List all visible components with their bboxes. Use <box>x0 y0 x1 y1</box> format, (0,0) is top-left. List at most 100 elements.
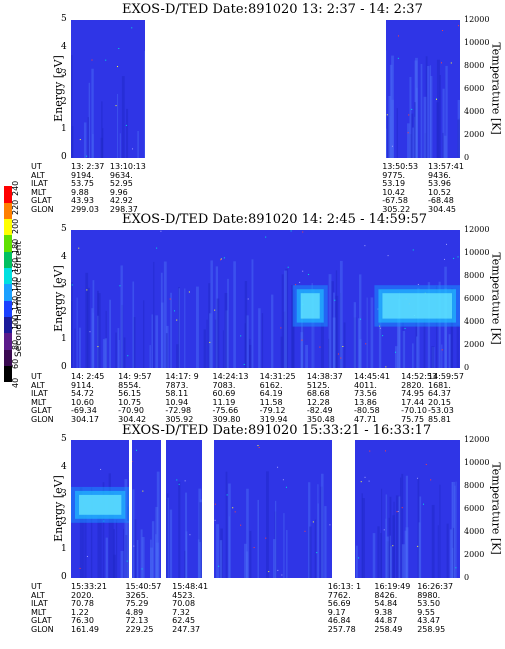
spectrogram-streak <box>380 533 382 578</box>
spectrogram-streak <box>71 126 74 158</box>
spectrogram-streak <box>222 330 224 368</box>
spectrogram-speckle <box>126 560 128 562</box>
spectrogram-streak <box>233 261 236 368</box>
energy-tick-label: 2 <box>61 96 67 107</box>
spectrogram-speckle <box>340 357 342 359</box>
spectrogram-streak <box>97 293 101 368</box>
ephemeris-row-label: ILAT <box>31 389 48 398</box>
ephemeris-cell: 6162. <box>259 380 283 390</box>
spectrogram-streak <box>121 76 125 158</box>
spectrogram-speckle <box>214 309 216 311</box>
ephemeris-cell: 247.37 <box>172 624 201 634</box>
spectrogram-streak <box>381 488 383 578</box>
energy-tick-label: 5 <box>61 434 67 444</box>
spectrogram-streak <box>366 297 368 368</box>
spectrogram-streak <box>165 333 168 368</box>
spectrogram-streak <box>87 117 89 158</box>
spectrogram-streak <box>153 261 155 368</box>
spectrogram-streak <box>444 135 447 158</box>
panel-3-y2label: Temperature [K] <box>489 462 503 555</box>
spectrogram-speckle <box>301 339 303 341</box>
spectrogram-streak <box>246 315 249 368</box>
ephemeris-cell: 13:50:53 <box>382 162 419 171</box>
spectrogram-speckle <box>234 511 236 513</box>
spectrogram-streak <box>156 471 160 578</box>
colorbar-segment <box>4 284 12 301</box>
ephemeris-cell: 44.87 <box>374 616 398 625</box>
spectrogram-streak <box>104 338 108 368</box>
spectrogram-streak <box>291 285 294 368</box>
ephemeris-cell: 9.38 <box>374 607 393 617</box>
ephemeris-cell: 64.37 <box>428 389 451 398</box>
ephemeris-cell: 4523. <box>172 590 196 600</box>
spectrogram-speckle <box>117 66 119 68</box>
spectrogram-streak <box>456 325 460 368</box>
spectrogram-streak <box>451 288 454 368</box>
colorbar-segment <box>4 365 12 383</box>
ephemeris-cell: 12.28 <box>306 397 330 407</box>
spectrogram-speckle <box>359 318 361 320</box>
data-gap <box>144 20 387 158</box>
spectrogram-speckle <box>337 353 339 355</box>
ephemeris-cell: 54.72 <box>71 389 94 398</box>
spectrogram-streak <box>409 76 412 158</box>
spectrogram-streak <box>454 485 456 578</box>
spectrogram-speckle <box>133 545 135 547</box>
spectrogram-speckle <box>176 319 178 321</box>
spectrogram-streak <box>412 343 414 368</box>
colorbar <box>4 186 12 383</box>
spectrogram-streak <box>328 274 332 368</box>
spectrogram-speckle <box>280 327 282 329</box>
colorbar-tick-label: 40 <box>11 377 20 388</box>
ephemeris-cell: 47.71 <box>353 414 377 424</box>
ephemeris-row-label: ALT <box>31 590 45 600</box>
ephemeris-row-label: MLT <box>31 397 47 407</box>
ephemeris-cell: 68.68 <box>306 389 330 398</box>
spectrogram-speckle <box>382 335 384 337</box>
spectrogram-streak <box>305 344 309 368</box>
energy-tick-label: 0 <box>61 572 67 582</box>
panel-3-ylabel: Energy [eV] <box>51 475 65 542</box>
ephemeris-cell: -70.90 <box>118 406 144 415</box>
ephemeris-cell: -79.12 <box>259 406 286 415</box>
ephemeris-row-label: ILAT <box>31 599 48 608</box>
ephemeris-cell: 9775. <box>382 170 406 180</box>
ephemeris-cell: 13.86 <box>353 397 377 407</box>
spectrogram-streak <box>167 497 169 578</box>
spectrogram-speckle <box>329 524 331 526</box>
ephemeris-cell: 10.60 <box>71 397 94 407</box>
spectrogram-speckle <box>423 503 425 505</box>
spectrogram-speckle <box>360 481 362 483</box>
ephemeris-cell: 14: 9:57 <box>118 372 152 381</box>
spectrogram-speckle <box>257 445 259 447</box>
spectrogram-streak <box>105 537 108 578</box>
spectrogram-streak <box>210 260 213 368</box>
panel-3-spectrogram <box>71 440 460 578</box>
spectrogram-streak <box>437 525 439 578</box>
spectrogram-streak <box>280 336 283 368</box>
ephemeris-cell: 46.84 <box>327 616 351 625</box>
colorbar-segment <box>4 316 12 334</box>
spectrogram-speckle <box>86 155 88 157</box>
spectrogram-streak <box>176 344 179 368</box>
ephemeris-cell: 257.78 <box>327 624 356 634</box>
spectrogram-speckle <box>265 236 267 238</box>
spectrogram-streak <box>245 551 249 578</box>
ephemeris-row-label: MLT <box>31 607 47 617</box>
ephemeris-row-label: GLAT <box>31 406 52 415</box>
spectrogram-speckle <box>387 255 389 257</box>
ephemeris-cell: 7762. <box>327 590 351 600</box>
spectrogram-streak <box>448 334 451 368</box>
spectrogram-speckle <box>397 510 399 512</box>
spectrogram-speckle <box>214 519 216 521</box>
ephemeris-cell: 14:38:37 <box>306 372 343 381</box>
spectrogram-streak <box>414 102 416 158</box>
spectrogram-streak <box>90 487 93 578</box>
spectrogram-streak <box>430 76 433 158</box>
spectrogram-streak <box>313 289 315 368</box>
spectrogram-streak <box>86 287 90 368</box>
spectrogram-speckle <box>119 285 121 287</box>
ephemeris-cell: 72.13 <box>125 616 149 625</box>
spectrogram-speckle <box>407 132 409 134</box>
spectrogram-speckle <box>379 327 381 329</box>
